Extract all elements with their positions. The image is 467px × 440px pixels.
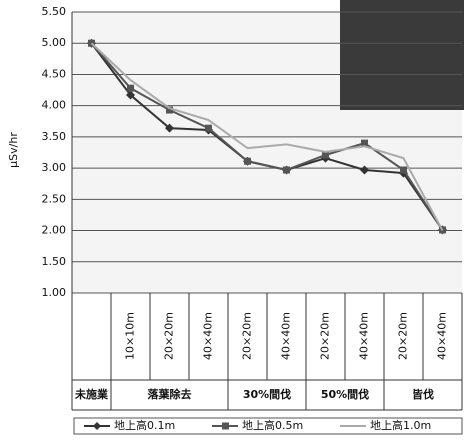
group-label: 30%間伐 [243,387,291,401]
x-tick-label: 20×20m [397,312,410,360]
y-tick-label: 5.50 [42,5,67,18]
marker [165,123,174,133]
x-tick-label: 10×10m [124,312,137,360]
y-tick-label: 4.50 [42,67,67,80]
legend-label: 地上高1.0m [370,418,431,432]
y-tick-label: 1.50 [42,255,67,268]
marker [205,124,212,132]
group-label: 落葉除去 [148,387,192,401]
legend-marker [93,422,101,430]
y-tick-label: 2.50 [42,192,67,205]
series-line [90,42,444,231]
x-tick-label: 40×40m [202,312,215,360]
series-line [90,42,444,232]
x-tick-label: 40×40m [280,312,293,360]
x-tick-label: 40×40m [436,312,449,360]
y-tick-label: 3.00 [42,161,67,174]
y-tick-label: 4.00 [42,99,67,112]
y-axis-label: μSv/hr [7,132,20,168]
x-tick-label: 20×20m [163,312,176,360]
marker [244,157,251,165]
marker [322,151,329,159]
x-tick-label: 20×20m [241,312,254,360]
marker [283,166,290,174]
marker [127,84,134,92]
marker [400,166,407,174]
y-tick-label: 5.00 [42,36,67,49]
legend-box [73,417,463,435]
photo [340,0,464,110]
y-tick-label: 1.00 [42,286,67,299]
legend-label: 地上高0.5m [242,418,303,432]
legend-marker [222,422,229,430]
marker [361,139,368,147]
legend-label: 地上高0.1m [114,418,175,432]
marker [166,106,173,114]
marker [360,165,369,175]
y-tick-label: 3.50 [42,130,67,143]
group-label: 未施業 [74,387,109,401]
group-label: 皆伐 [412,387,434,401]
marker [126,90,135,100]
x-tick-label: 20×20m [319,312,332,360]
x-tick-label: 40×40m [358,312,371,360]
y-tick-label: 2.00 [42,224,67,237]
group-label: 50%間伐 [321,387,369,401]
